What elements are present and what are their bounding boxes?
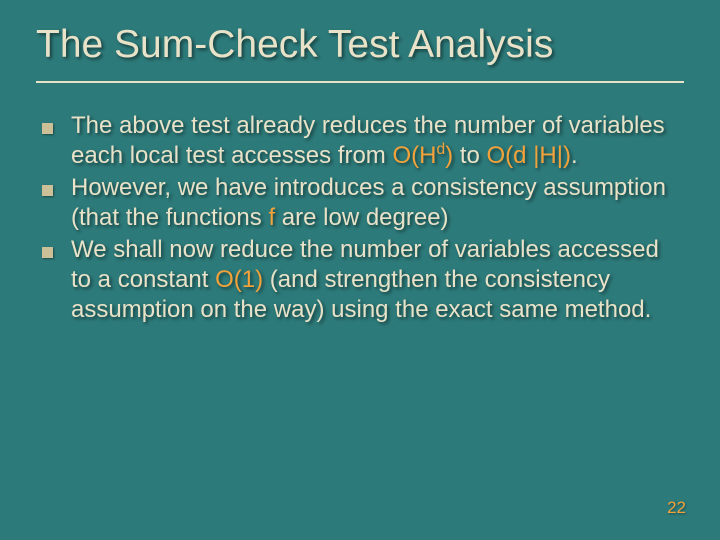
slide-body: The above test already reduces the numbe…: [36, 111, 684, 325]
bullet-square-icon: [42, 185, 53, 196]
bullet-text: However, we have introduces a consistenc…: [71, 173, 678, 233]
bullet-text: The above test already reduces the numbe…: [71, 111, 678, 171]
bullet-square-icon: [42, 247, 53, 258]
bullet-item: The above test already reduces the numbe…: [42, 111, 678, 171]
bullet-text: We shall now reduce the number of variab…: [71, 235, 678, 325]
bullet-square-icon: [42, 123, 53, 134]
slide: The Sum-Check Test Analysis The above te…: [0, 0, 720, 540]
page-number: 22: [667, 498, 686, 518]
bullet-item: However, we have introduces a consistenc…: [42, 173, 678, 233]
slide-title: The Sum-Check Test Analysis: [36, 24, 684, 83]
bullet-item: We shall now reduce the number of variab…: [42, 235, 678, 325]
